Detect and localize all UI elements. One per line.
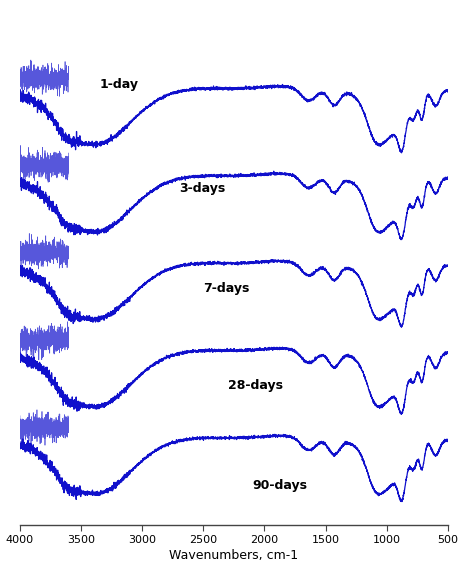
Text: 90-days: 90-days [251, 479, 307, 492]
Text: 28-days: 28-days [227, 379, 282, 392]
Text: 1-day: 1-day [99, 78, 138, 91]
Text: 7-days: 7-days [203, 282, 249, 295]
X-axis label: Wavenumbers, cm-1: Wavenumbers, cm-1 [169, 549, 298, 562]
Text: 3-days: 3-days [178, 182, 225, 195]
